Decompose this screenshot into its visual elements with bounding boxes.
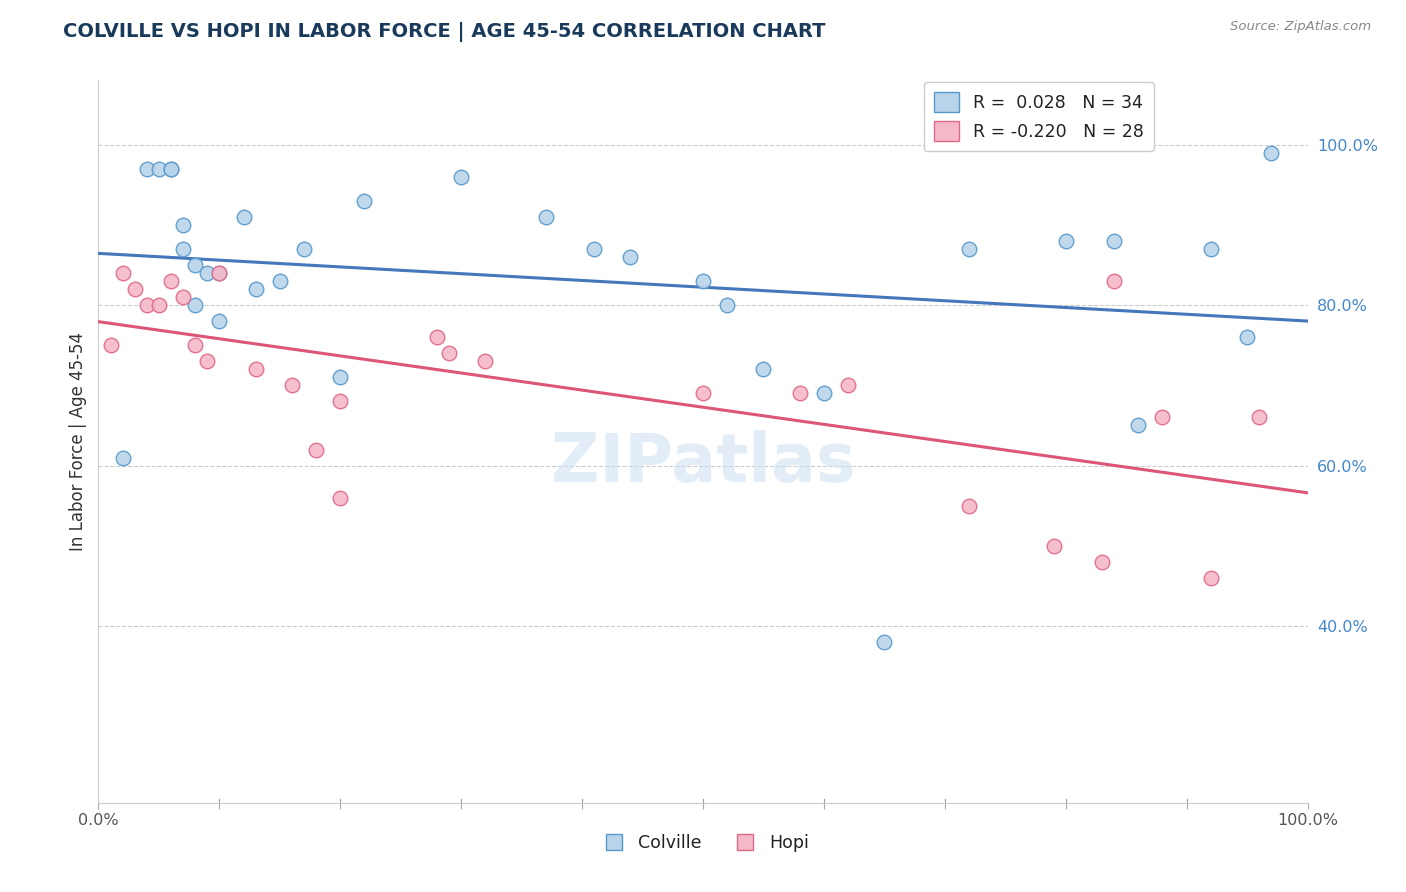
Point <box>281 378 304 392</box>
Point <box>752 362 775 376</box>
Point <box>100 338 122 352</box>
Point <box>245 282 267 296</box>
Point <box>148 161 170 176</box>
Point <box>195 266 218 280</box>
Point <box>837 378 859 392</box>
Point <box>160 161 183 176</box>
Text: COLVILLE VS HOPI IN LABOR FORCE | AGE 45-54 CORRELATION CHART: COLVILLE VS HOPI IN LABOR FORCE | AGE 45… <box>63 22 825 42</box>
Y-axis label: In Labor Force | Age 45-54: In Labor Force | Age 45-54 <box>69 332 87 551</box>
Point <box>135 298 157 312</box>
Point <box>789 386 811 401</box>
Point <box>437 346 460 360</box>
Point <box>148 298 170 312</box>
Point <box>426 330 449 344</box>
Point <box>534 210 557 224</box>
Point <box>873 635 896 649</box>
Point <box>208 266 231 280</box>
Point <box>208 314 231 328</box>
Point <box>1152 410 1174 425</box>
Point <box>184 338 207 352</box>
Point <box>692 274 714 288</box>
Point <box>292 242 315 256</box>
Point <box>1236 330 1258 344</box>
Point <box>1199 242 1222 256</box>
Point <box>195 354 218 368</box>
Point <box>1199 571 1222 585</box>
Point <box>124 282 146 296</box>
Legend: Colville, Hopi: Colville, Hopi <box>589 827 817 859</box>
Point <box>583 242 606 256</box>
Point <box>329 370 352 384</box>
Point <box>172 218 194 232</box>
Point <box>474 354 496 368</box>
Point <box>329 394 352 409</box>
Point <box>1091 555 1114 569</box>
Point <box>1260 145 1282 160</box>
Point <box>111 450 134 465</box>
Point <box>172 290 194 304</box>
Point <box>160 161 183 176</box>
Point <box>716 298 738 312</box>
Point <box>172 242 194 256</box>
Point <box>619 250 641 264</box>
Point <box>184 298 207 312</box>
Point <box>208 266 231 280</box>
Point <box>1128 418 1150 433</box>
Point <box>245 362 267 376</box>
Point <box>1102 234 1125 248</box>
Point <box>692 386 714 401</box>
Point <box>813 386 835 401</box>
Text: Source: ZipAtlas.com: Source: ZipAtlas.com <box>1230 20 1371 33</box>
Point <box>135 161 157 176</box>
Text: ZIPatlas: ZIPatlas <box>551 430 855 496</box>
Point <box>305 442 328 457</box>
Point <box>111 266 134 280</box>
Point <box>160 274 183 288</box>
Point <box>329 491 352 505</box>
Point <box>1249 410 1271 425</box>
Point <box>184 258 207 272</box>
Point <box>957 499 980 513</box>
Point <box>957 242 980 256</box>
Point <box>269 274 291 288</box>
Point <box>1042 539 1064 553</box>
Point <box>450 169 472 184</box>
Point <box>353 194 375 208</box>
Point <box>1054 234 1077 248</box>
Point <box>232 210 254 224</box>
Point <box>1102 274 1125 288</box>
